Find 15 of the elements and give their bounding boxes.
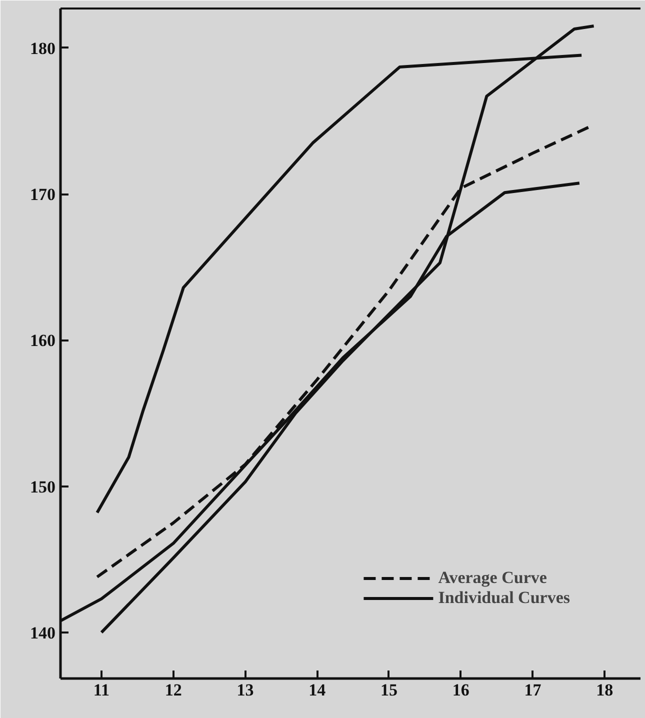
y-tick-label: 140 xyxy=(30,623,56,642)
y-tick-label: 160 xyxy=(30,331,56,350)
x-tick-label: 18 xyxy=(596,680,614,700)
x-tick-label: 14 xyxy=(308,680,326,700)
x-tick-label: 17 xyxy=(524,680,542,700)
legend-label: Individual Curves xyxy=(438,588,570,608)
legend-label: Average Curve xyxy=(438,568,547,588)
x-tick-label: 16 xyxy=(452,680,470,700)
y-tick-label: 180 xyxy=(30,38,56,58)
y-tick-label: 170 xyxy=(30,185,56,204)
x-tick-label: 11 xyxy=(93,680,110,700)
x-tick-label: 13 xyxy=(236,680,254,700)
x-tick-label: 12 xyxy=(164,680,182,700)
y-tick-label: 150 xyxy=(30,477,56,496)
x-tick-label: 15 xyxy=(380,680,398,700)
